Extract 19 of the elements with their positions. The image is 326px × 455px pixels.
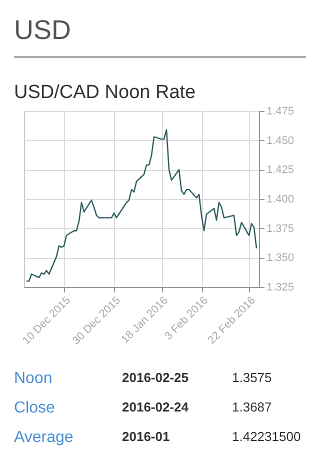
text: Close [14, 400, 56, 416]
y-tick-label: 1.450 [266, 134, 294, 147]
text: Average [14, 429, 74, 446]
y-tick-label: 1.375 [266, 222, 294, 235]
text: 2016-02-24 [122, 400, 190, 414]
y-tick-label: 1.400 [266, 194, 294, 206]
text: 2016-01 [122, 429, 170, 444]
text: 2016-02-25 [122, 370, 188, 385]
text: 1.3575 [232, 370, 272, 385]
y-tick-label: 1.425 [266, 164, 294, 176]
chart-subtitle: USD/CAD Noon Rate [14, 82, 196, 103]
text: 1.42231500 [232, 429, 301, 444]
line-series [26, 129, 258, 282]
text: Noon [14, 370, 52, 387]
y-tick-label: 1.475 [266, 106, 294, 118]
chart-title: USD [14, 15, 72, 45]
y-tick-label: 1.350 [266, 252, 294, 264]
text: 1.3687 [232, 400, 272, 414]
y-tick-label: 1.325 [266, 282, 294, 294]
